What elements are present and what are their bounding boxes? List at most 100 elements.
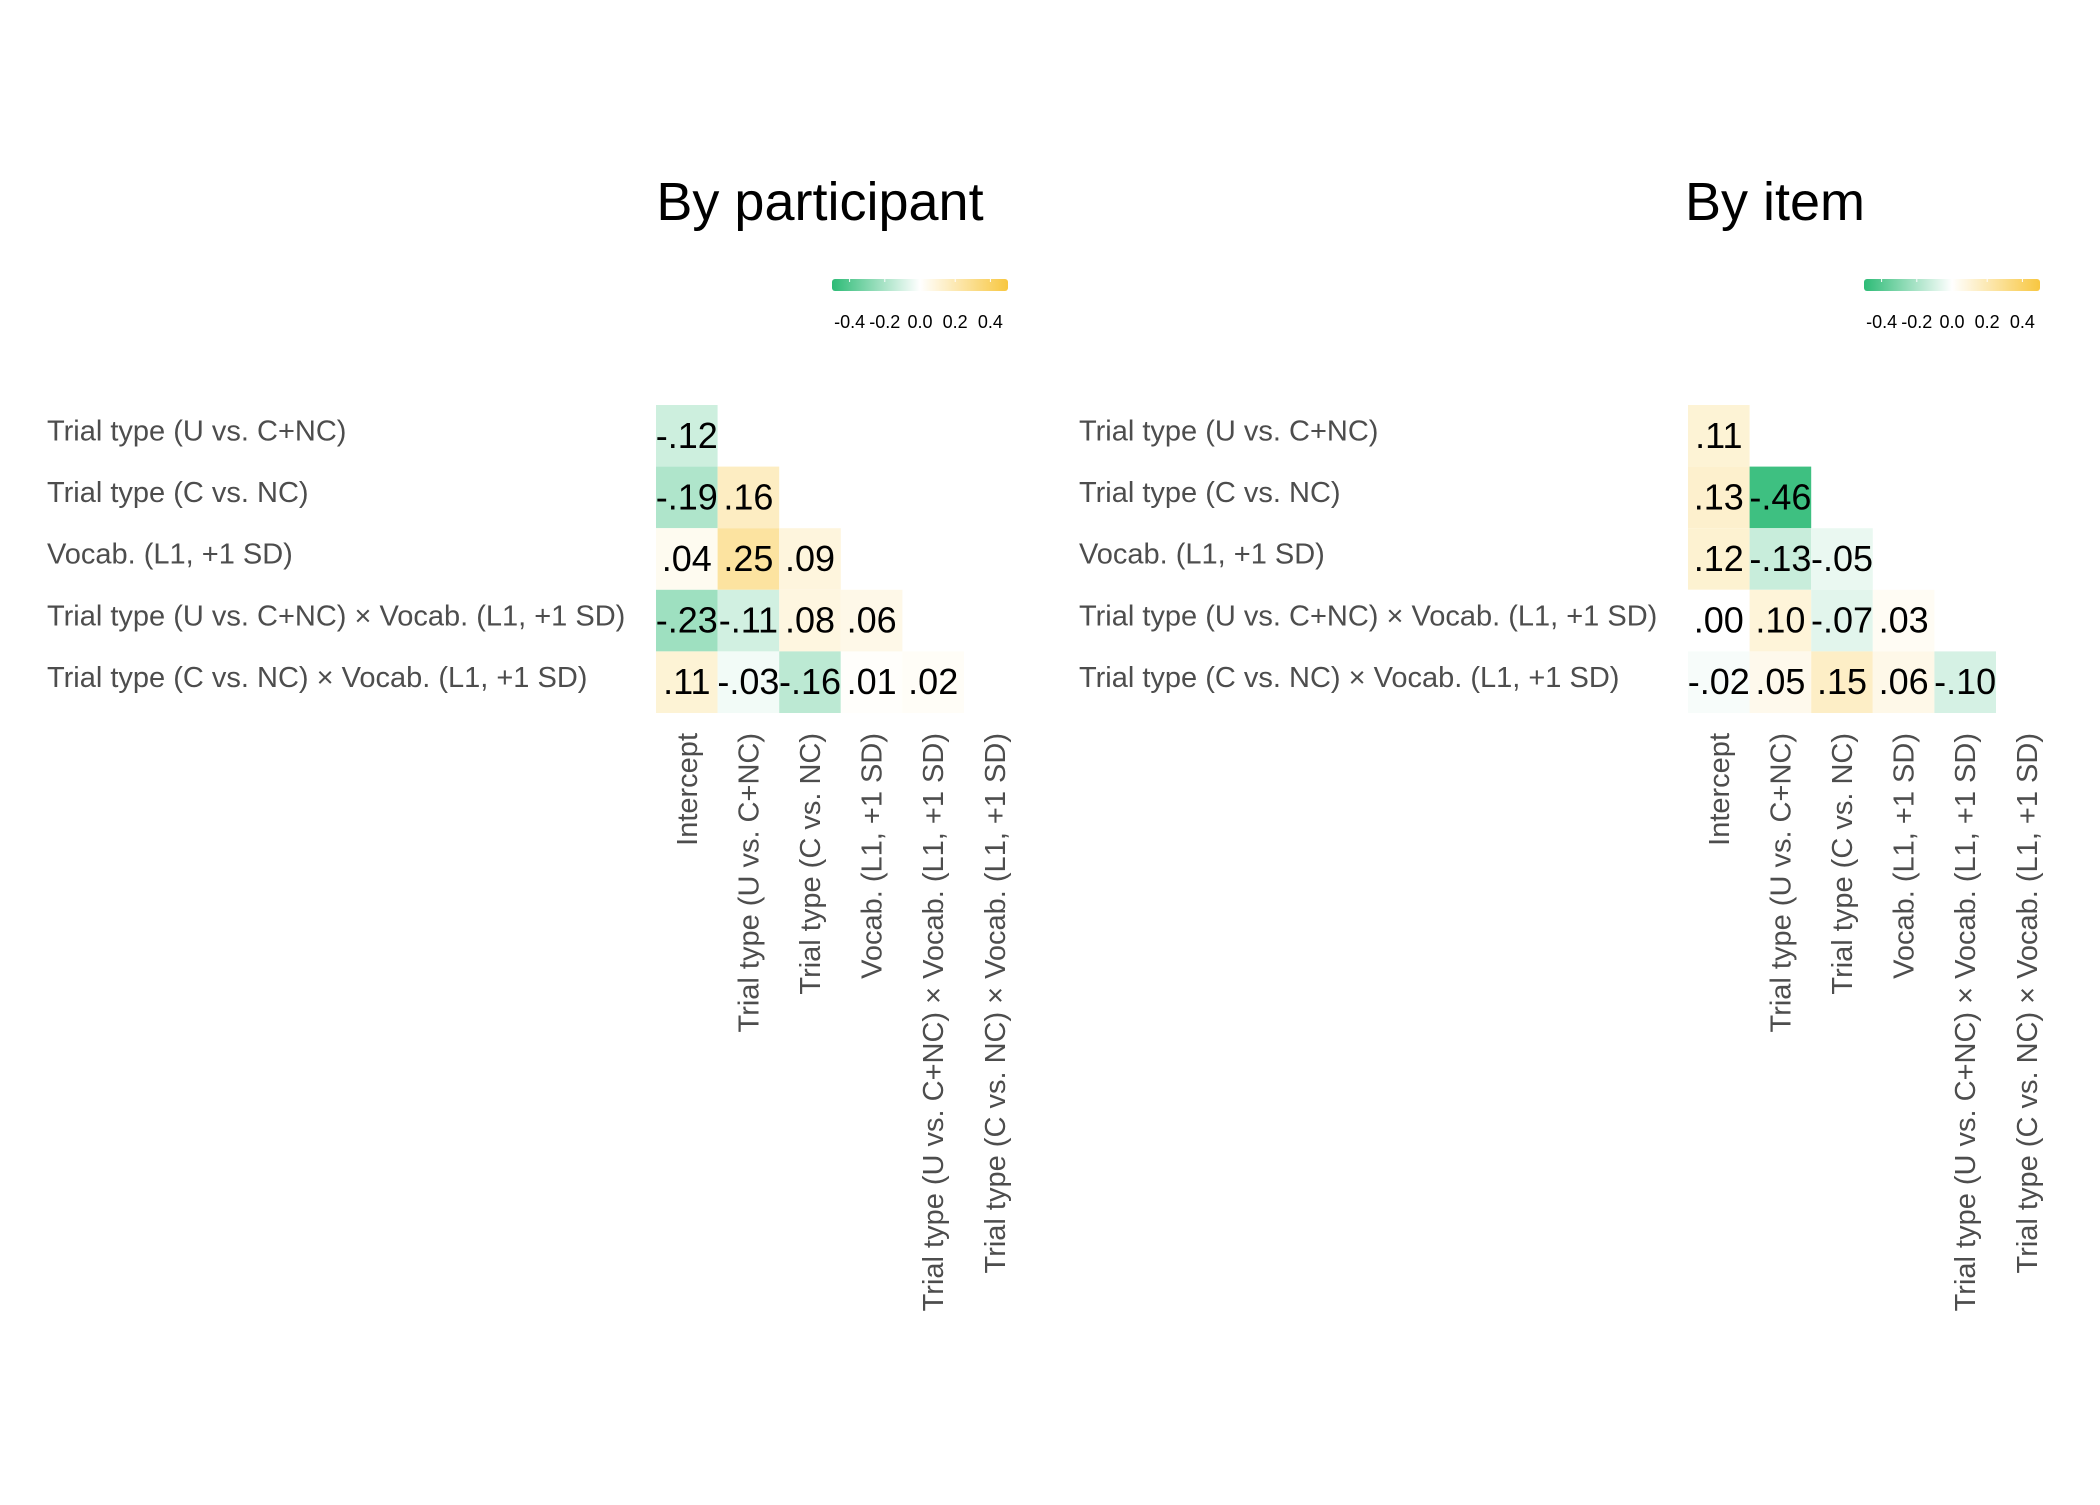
- heatmap-cell: [1811, 651, 1873, 713]
- heatmap-cell: [1934, 651, 1996, 713]
- cell-value-label: .04: [662, 538, 712, 579]
- row-label: Trial type (U vs. C+NC) × Vocab. (L1, +1…: [47, 600, 625, 632]
- legend-tick-label: 0.2: [1975, 312, 2000, 332]
- cell-value-label: -.46: [1749, 476, 1811, 517]
- cell-value-label: .09: [785, 538, 835, 579]
- cell-value-label: .08: [785, 600, 835, 641]
- cell-value-label: -.19: [656, 476, 718, 517]
- heatmap-cell: [1688, 528, 1750, 590]
- cell-value-label: -.16: [779, 661, 841, 702]
- column-label: Trial type (C vs. NC): [1827, 733, 1859, 995]
- cell-value-label: -.13: [1749, 538, 1811, 579]
- column-label: Trial type (U vs. C+NC): [1765, 733, 1797, 1032]
- cell-value-label: .06: [847, 600, 897, 641]
- row-label: Trial type (C vs. NC): [1079, 477, 1341, 509]
- legend-colorbar: [1864, 279, 2040, 291]
- column-label: Vocab. (L1, +1 SD): [1889, 733, 1921, 979]
- heatmap-cell: [1688, 589, 1750, 652]
- cell-value-label: -.05: [1811, 538, 1873, 579]
- legend-tick-label: 0.0: [1939, 312, 1964, 332]
- column-label: Trial type (C vs. NC) × Vocab. (L1, +1 S…: [980, 733, 1012, 1273]
- heatmap-cell: [840, 589, 903, 652]
- row-label: Trial type (C vs. NC): [47, 477, 309, 509]
- cell-value-label: -.10: [1934, 661, 1996, 702]
- heatmap-cell: [656, 405, 718, 467]
- column-label: Trial type (C vs. NC): [795, 733, 827, 995]
- cell-value-label: .06: [1879, 661, 1929, 702]
- heatmap-cell: [656, 589, 718, 652]
- cell-value-label: -.02: [1688, 661, 1750, 702]
- row-label: Trial type (U vs. C+NC): [47, 415, 346, 447]
- column-label: Vocab. (L1, +1 SD): [857, 733, 889, 979]
- legend-tick-label: -0.2: [869, 312, 900, 332]
- heatmap-cell: [717, 651, 780, 713]
- heatmap-cell: [1749, 528, 1812, 590]
- row-label: Trial type (U vs. C+NC): [1079, 415, 1378, 447]
- heatmap-cell: [779, 528, 841, 590]
- heatmap-cell: [1688, 405, 1750, 467]
- column-label: Trial type (U vs. C+NC) × Vocab. (L1, +1…: [918, 733, 950, 1311]
- heatmap-cell: [1749, 466, 1812, 529]
- heatmap-cell: [1872, 651, 1935, 713]
- row-label: Trial type (C vs. NC) × Vocab. (L1, +1 S…: [47, 662, 587, 694]
- column-label: Intercept: [1704, 733, 1736, 846]
- row-label: Vocab. (L1, +1 SD): [47, 539, 293, 571]
- heatmap-cell: [1688, 466, 1750, 529]
- cell-value-label: .00: [1694, 600, 1744, 641]
- heatmap-cell: [1872, 589, 1935, 652]
- cell-value-label: .12: [1694, 538, 1744, 579]
- heatmap-cell: [656, 651, 718, 713]
- heatmap-cell: [1749, 651, 1812, 713]
- heatmap-cell: [656, 466, 718, 529]
- chart-title: By item: [1685, 172, 1865, 232]
- heatmap-cell: [1811, 528, 1873, 590]
- legend-tick-label: 0.4: [2010, 312, 2035, 332]
- row-label: Vocab. (L1, +1 SD): [1079, 539, 1325, 571]
- cell-value-label: .15: [1817, 661, 1867, 702]
- heatmap-cell: [656, 528, 718, 590]
- legend-colorbar: [832, 279, 1008, 291]
- heatmap-cell: [779, 651, 841, 713]
- heatmap-cell: [1749, 589, 1812, 652]
- cell-value-label: -.03: [717, 661, 779, 702]
- cell-value-label: .16: [723, 476, 773, 517]
- column-label: Intercept: [672, 733, 704, 846]
- heatmap-cell: [840, 651, 903, 713]
- cell-value-label: .25: [723, 538, 773, 579]
- legend-tick-label: 0.2: [943, 312, 968, 332]
- cell-value-label: .05: [1755, 661, 1805, 702]
- cell-value-label: -.07: [1811, 600, 1873, 641]
- heatmap-cell: [717, 528, 780, 590]
- legend-tick-label: 0.0: [907, 312, 932, 332]
- cell-value-label: -.11: [719, 600, 778, 641]
- heatmap-cell: [717, 466, 780, 529]
- heatmap-cell: [1688, 651, 1750, 713]
- column-label: Trial type (U vs. C+NC): [733, 733, 765, 1032]
- cell-value-label: .02: [908, 661, 958, 702]
- column-label: Trial type (U vs. C+NC) × Vocab. (L1, +1…: [1950, 733, 1982, 1311]
- cell-value-label: .11: [1695, 415, 1742, 456]
- panel-by-item: By item -0.4 -0.2 0.0 0.2 0.4 Trial type (U vs…: [1079, 172, 2044, 1311]
- cell-value-label: -.12: [656, 415, 718, 456]
- cell-value-label: .11: [663, 661, 710, 702]
- heatmap-cell: [779, 589, 841, 652]
- cell-value-label: .13: [1694, 476, 1744, 517]
- legend-tick-label: -0.4: [834, 312, 865, 332]
- legend-tick-label: 0.4: [978, 312, 1003, 332]
- legend-tick-label: -0.2: [1901, 312, 1932, 332]
- heatmap-cell: [902, 651, 964, 713]
- column-label: Trial type (C vs. NC) × Vocab. (L1, +1 S…: [2012, 733, 2044, 1273]
- heatmap-cell: [717, 589, 780, 652]
- cell-value-label: .10: [1755, 600, 1805, 641]
- row-label: Trial type (C vs. NC) × Vocab. (L1, +1 S…: [1079, 662, 1619, 694]
- heatmap-cell: [1811, 589, 1873, 652]
- chart-title: By participant: [656, 172, 983, 232]
- cell-value-label: .01: [847, 661, 897, 702]
- legend-tick-label: -0.4: [1866, 312, 1897, 332]
- row-label: Trial type (U vs. C+NC) × Vocab. (L1, +1…: [1079, 600, 1657, 632]
- cell-value-label: .03: [1879, 600, 1929, 641]
- panel-by-participant: By participant -0.4 -0.2 0.0 0.2 0.4 Trial typ…: [47, 172, 1012, 1311]
- cell-value-label: -.23: [656, 600, 718, 641]
